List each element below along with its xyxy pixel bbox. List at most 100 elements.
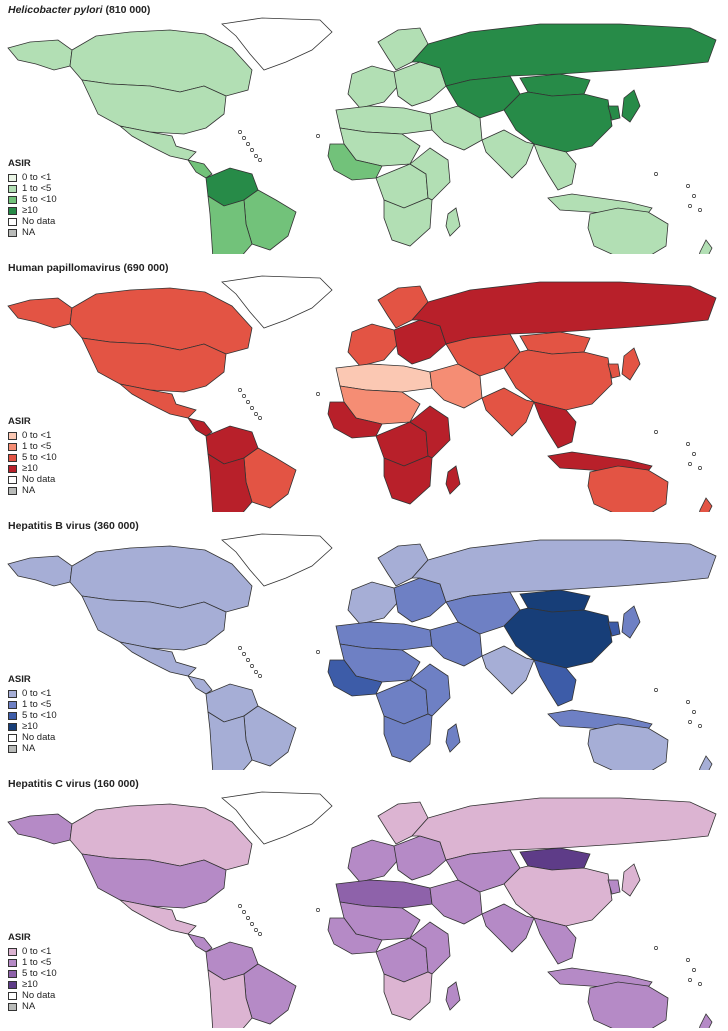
pathogen-name: Human papillomavirus	[8, 262, 121, 274]
legend-swatch	[8, 195, 17, 204]
legend-item: NA	[8, 227, 57, 238]
legend-label: 0 to <1	[22, 172, 52, 183]
region-new-zealand	[699, 239, 713, 254]
legend-swatch	[8, 991, 17, 1000]
region-india	[481, 903, 535, 953]
island-marker	[238, 904, 242, 908]
legend-label: 1 to <5	[22, 183, 52, 194]
world-map	[7, 17, 717, 254]
map-panel-human-papillomavirus: Human papillomavirus (690 000) ASIR 0 to …	[0, 258, 728, 515]
legend-swatch	[8, 475, 17, 484]
legend-item: 0 to <1	[8, 688, 57, 699]
region-greenland	[221, 791, 333, 845]
legend-item: 1 to <5	[8, 441, 57, 452]
region-korea	[607, 621, 621, 637]
legend-swatch	[8, 958, 17, 967]
island-marker	[238, 130, 242, 134]
region-brazil	[243, 963, 297, 1025]
island-marker	[698, 208, 702, 212]
pathogen-name: Helicobacter pylori	[8, 4, 103, 16]
map-panel-helicobacter-pylori: Helicobacter pylori (810 000) ASIR 0 to <…	[0, 0, 728, 257]
island-marker	[686, 442, 690, 446]
region-central-america	[187, 417, 213, 437]
region-alaska	[7, 555, 73, 587]
legend-item: 5 to <10	[8, 710, 57, 721]
region-australia	[587, 723, 669, 770]
legend-item: 5 to <10	[8, 452, 57, 463]
island-marker	[258, 932, 262, 936]
region-madagascar	[445, 465, 461, 495]
legend-item: 0 to <1	[8, 946, 57, 957]
island-marker	[242, 910, 246, 914]
region-usa	[81, 853, 227, 909]
island-marker	[692, 968, 696, 972]
island-marker	[250, 406, 254, 410]
legend-label: ≥10	[22, 205, 38, 216]
legend-swatch	[8, 689, 17, 698]
legend-item: NA	[8, 743, 57, 754]
island-marker	[686, 184, 690, 188]
region-southern-africa	[383, 971, 433, 1021]
island-marker	[688, 978, 692, 982]
island-marker	[258, 674, 262, 678]
island-marker	[698, 724, 702, 728]
legend-item: ≥10	[8, 205, 57, 216]
legend-label: No data	[22, 732, 56, 743]
region-greenland	[221, 17, 333, 71]
island-marker	[688, 204, 692, 208]
legend-item: ≥10	[8, 463, 57, 474]
legend-label: 0 to <1	[22, 688, 52, 699]
case-count: (810 000)	[102, 4, 151, 16]
region-india	[481, 129, 535, 179]
map-panel-hepatitis-b-virus: Hepatitis B virus (360 000) ASIR 0 to <1 1…	[0, 516, 728, 773]
region-greenland	[221, 533, 333, 587]
region-madagascar	[445, 981, 461, 1011]
legend-swatch	[8, 744, 17, 753]
island-marker	[688, 462, 692, 466]
legend-title: ASIR	[8, 674, 31, 685]
region-southeast-asia	[533, 143, 577, 191]
legend-item: 0 to <1	[8, 172, 57, 183]
case-count: (160 000)	[90, 778, 139, 790]
region-europe-west	[347, 839, 399, 883]
island-marker	[238, 388, 242, 392]
island-marker	[238, 646, 242, 650]
island-marker	[692, 452, 696, 456]
region-south-america-south	[207, 969, 253, 1028]
legend-swatch	[8, 700, 17, 709]
legend-swatch	[8, 1002, 17, 1011]
island-marker	[254, 928, 258, 932]
legend-swatch	[8, 206, 17, 215]
panel-title: Hepatitis B virus (360 000)	[8, 520, 139, 532]
panel-title: Hepatitis C virus (160 000)	[8, 778, 139, 790]
region-europe-west	[347, 65, 399, 109]
legend-swatch	[8, 486, 17, 495]
island-marker	[316, 134, 320, 138]
region-southern-africa	[383, 713, 433, 763]
region-japan	[621, 863, 641, 897]
legend-item: NA	[8, 1001, 57, 1012]
legend-title: ASIR	[8, 932, 31, 943]
region-mexico	[119, 125, 197, 161]
island-marker	[698, 466, 702, 470]
legend-item: 1 to <5	[8, 699, 57, 710]
region-europe-east	[393, 835, 447, 881]
case-count: (690 000)	[120, 262, 169, 274]
legend-label: 5 to <10	[22, 194, 57, 205]
island-marker	[692, 194, 696, 198]
legend-swatch	[8, 733, 17, 742]
region-australia	[587, 981, 669, 1028]
legend-item: 1 to <5	[8, 957, 57, 968]
pathogen-name: Hepatitis C virus	[8, 778, 91, 790]
region-central-america	[187, 159, 213, 179]
region-brazil	[243, 189, 297, 251]
legend: ASIR 0 to <1 1 to <5 5 to <10 ≥10 No data NA	[8, 416, 57, 496]
region-alaska	[7, 297, 73, 329]
region-east-africa	[409, 147, 451, 201]
region-japan	[621, 347, 641, 381]
case-count: (360 000)	[90, 520, 139, 532]
legend-item: No data	[8, 732, 57, 743]
island-marker	[258, 416, 262, 420]
island-marker	[254, 670, 258, 674]
region-usa	[81, 337, 227, 393]
